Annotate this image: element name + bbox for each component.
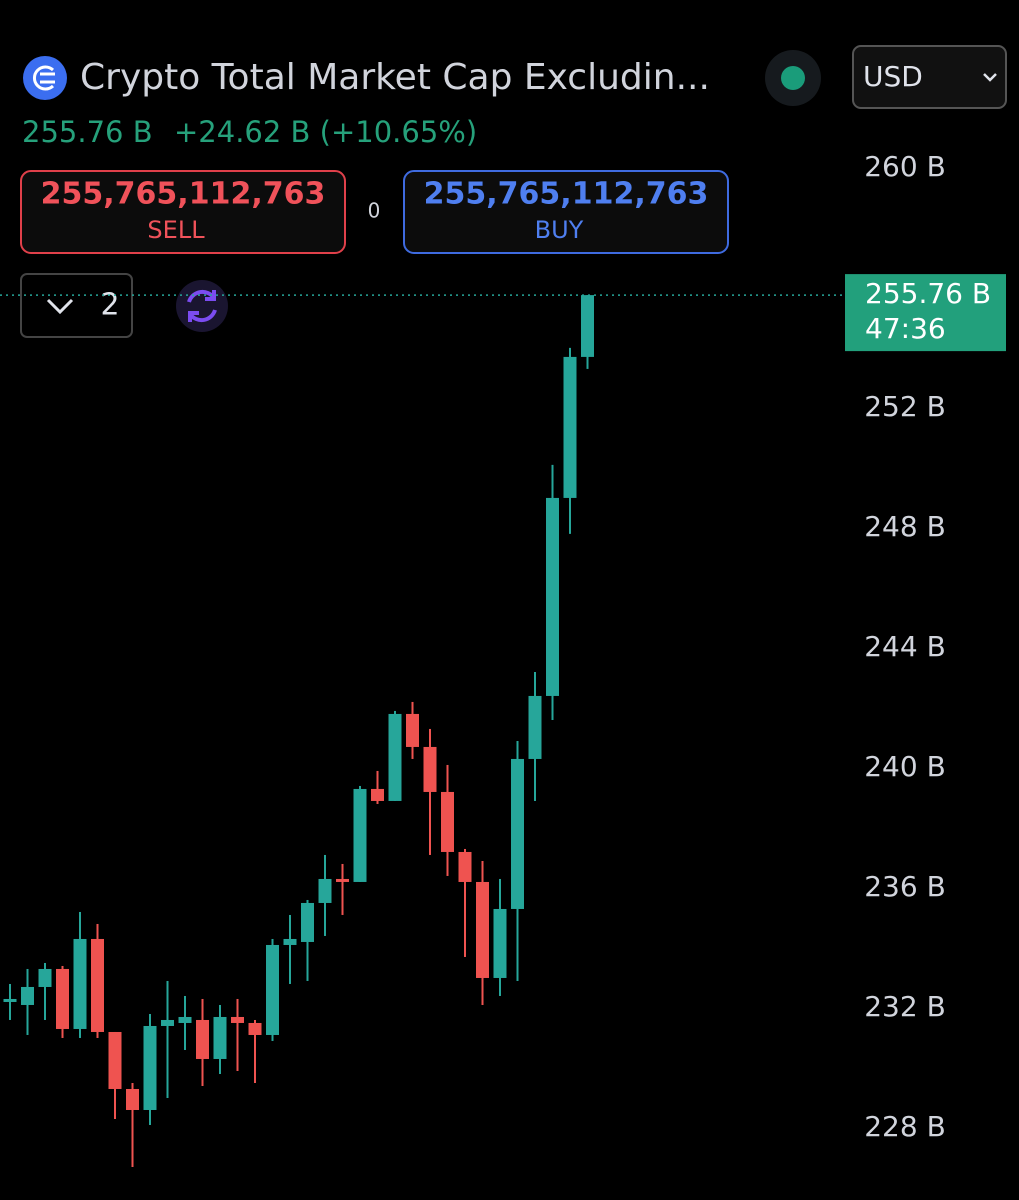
countdown: 47:36 [865, 312, 946, 345]
plot [3, 295, 594, 1167]
candle-body [196, 1019, 209, 1059]
candle-body [318, 878, 332, 903]
candle-body [336, 878, 349, 882]
sell-label: SELL [147, 216, 205, 244]
candle-body [231, 1016, 244, 1023]
candle-body [406, 713, 419, 747]
chevron [983, 73, 997, 82]
indicator-toggle[interactable] [20, 273, 133, 338]
candle-body [301, 902, 314, 942]
candle-body [476, 881, 489, 978]
candle-body [91, 938, 104, 1032]
candle-body [73, 938, 87, 1029]
buy-button[interactable] [403, 170, 729, 254]
candle-body [161, 1019, 174, 1026]
candle-body [213, 1016, 227, 1059]
candle-body [3, 998, 17, 1002]
y-tick-label: 228 B [864, 1110, 946, 1143]
indicator-count: 2 [100, 288, 119, 323]
candle-body [21, 986, 34, 1005]
sell-price: 255,765,112,763 [41, 177, 326, 212]
candle-body [493, 908, 507, 978]
y-tick-label: 232 B [864, 990, 946, 1023]
candle-body [108, 1031, 122, 1089]
y-tick-label: 252 B [864, 390, 946, 423]
y-tick-label: 244 B [864, 630, 946, 663]
spread: 0 [368, 199, 381, 223]
sell-button[interactable] [20, 170, 346, 254]
candle-body [371, 788, 384, 801]
candle-body [563, 356, 577, 498]
candle-body [353, 788, 367, 882]
currency-label: USD [863, 60, 923, 93]
candle-body [56, 968, 69, 1029]
buy-price: 255,765,112,763 [424, 177, 709, 212]
candle-body [266, 944, 279, 1035]
candle-body [441, 791, 454, 852]
candle-body [126, 1088, 139, 1110]
candle-body [546, 497, 559, 696]
last-price: 255.76 B [22, 115, 153, 149]
candle-body [423, 746, 437, 792]
price-tag [845, 274, 1006, 352]
symbol-icon [23, 56, 67, 100]
y-tick-label: 260 B [864, 150, 946, 183]
candle-body [143, 1025, 157, 1110]
candle-body [528, 695, 542, 759]
y-tick-label: 248 B [864, 510, 946, 543]
currency-select[interactable] [852, 45, 1007, 109]
candle-body [581, 295, 594, 357]
y-tick-label: 240 B [864, 750, 946, 783]
candle-body [38, 968, 52, 987]
price-change: +24.62 B (+10.65%) [174, 115, 477, 149]
price-tag-label: 255.76 B [865, 277, 991, 310]
candle-body [511, 758, 524, 909]
market-status [781, 66, 805, 90]
symbol-title[interactable]: Crypto Total Market Cap Excludin... [80, 57, 710, 98]
candle-body [283, 938, 297, 945]
refresh-icon[interactable] [176, 280, 228, 332]
buy-label: BUY [535, 216, 584, 244]
candle-body [388, 713, 402, 801]
chevron-down [46, 298, 74, 315]
candle-body [248, 1022, 262, 1035]
candle-body [458, 851, 472, 882]
y-tick-label: 236 B [864, 870, 946, 903]
candle-body [178, 1016, 192, 1023]
